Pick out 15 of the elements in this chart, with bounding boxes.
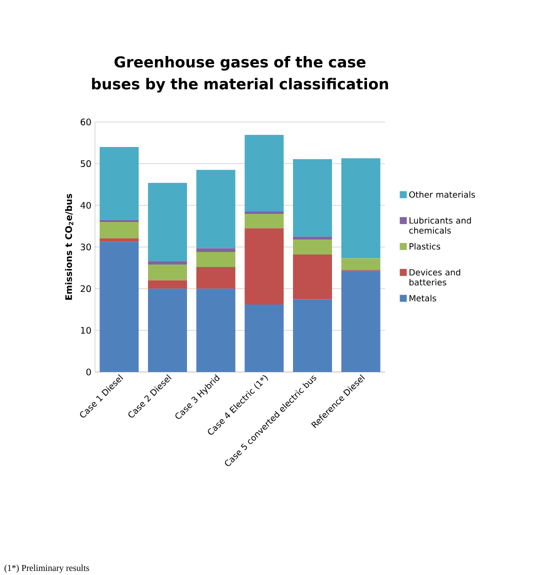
y-tick-label: 40 [80, 202, 91, 209]
y-tick-label: 60 [80, 118, 91, 126]
y-tick-label: 20 [80, 285, 91, 292]
legend-label: Devices and batteries [410, 268, 460, 286]
y-tick-label: 30 [80, 244, 91, 250]
text: (1*) Preliminary results [4, 564, 90, 573]
y-tick-label: 0 [86, 368, 91, 376]
chart-title: Greenhouse gases of the case buses by the material classification [92, 56, 388, 92]
y-tick-label: 10 [81, 326, 91, 334]
legend-label: Plastics [410, 243, 440, 250]
legend-label: Other materials [409, 191, 475, 198]
legend-label: Lubricants and chemicals [409, 217, 471, 234]
y-axis-title: Emissions t CO$_{2}$e/bus [65, 194, 74, 300]
legend-label: Metals [410, 294, 436, 302]
y-tick-label: 50 [80, 160, 91, 168]
